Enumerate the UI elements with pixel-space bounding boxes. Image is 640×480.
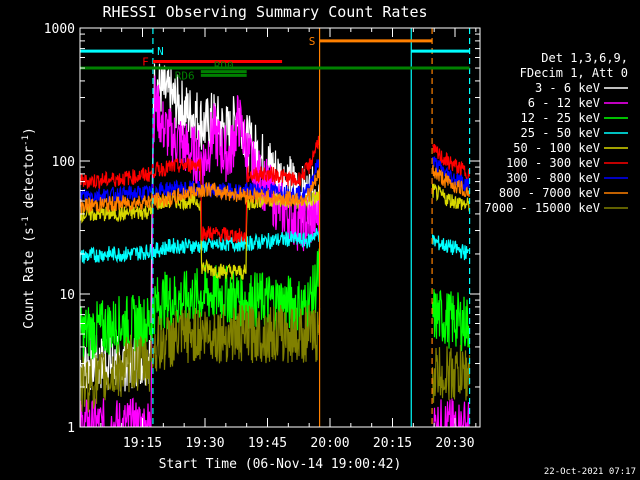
flag-label-1: S — [309, 35, 316, 48]
y-axis-label-mid: detector — [22, 146, 37, 217]
x-tick-label-0: 19:15 — [123, 436, 162, 451]
x-tick-label-2: 19:45 — [248, 436, 287, 451]
y-axis-label-end: ) — [22, 127, 37, 135]
flag-label-0: N — [157, 45, 164, 58]
legend-label-6: 300 - 800 keV — [506, 171, 600, 185]
timestamp: 22-Oct-2021 07:17 — [544, 467, 636, 477]
y-axis-label-sup1: -1 — [21, 216, 31, 227]
series-line-8 — [80, 304, 471, 413]
x-axis-label: Start Time (06-Nov-14 19:00:42) — [159, 457, 402, 472]
plot-area — [80, 28, 471, 427]
legend-label-0: 3 - 6 keV — [535, 81, 600, 95]
y-axis-label-sup2: -1 — [21, 135, 31, 146]
y-axis-label-main: Count Rate (s — [22, 227, 37, 329]
plot-frame — [79, 27, 481, 428]
legend-header-1: FDecim 1, Att 0 — [520, 66, 628, 80]
x-tick-label-3: 20:00 — [310, 436, 349, 451]
y-tick-label-3: 1000 — [44, 22, 75, 37]
x-tick-label-4: 20:15 — [373, 436, 412, 451]
flag-label-4: RD0 — [214, 60, 234, 73]
y-tick-label-2: 100 — [52, 155, 75, 170]
flag-label-2: F — [142, 55, 149, 68]
x-tick-label-1: 19:30 — [185, 436, 224, 451]
legend-label-2: 12 - 25 keV — [521, 111, 600, 125]
y-axis-label: Count Rate (s-1 detector-1) — [21, 127, 37, 329]
series-line-3 — [80, 228, 470, 264]
series-line-2 — [80, 247, 471, 362]
legend-label-7: 800 - 7000 keV — [499, 186, 600, 200]
series-line-4 — [80, 183, 471, 281]
legend-label-3: 25 - 50 keV — [521, 126, 600, 140]
legend-label-8: 7000 - 15000 keV — [484, 201, 600, 215]
legend-header-0: Det 1,3,6,9, — [541, 51, 628, 65]
flag-label-5: RD6 — [175, 69, 195, 82]
legend-label-1: 6 - 12 keV — [528, 96, 600, 110]
series-line-7 — [80, 164, 471, 214]
chart-title: RHESSI Observing Summary Count Rates — [102, 3, 427, 21]
y-tick-label-0: 1 — [67, 421, 75, 436]
y-tick-label-1: 10 — [59, 288, 75, 303]
x-tick-label-5: 20:30 — [435, 436, 474, 451]
series-line-5 — [80, 134, 471, 244]
legend-label-5: 100 - 300 keV — [506, 156, 600, 170]
legend-label-4: 50 - 100 keV — [513, 141, 600, 155]
